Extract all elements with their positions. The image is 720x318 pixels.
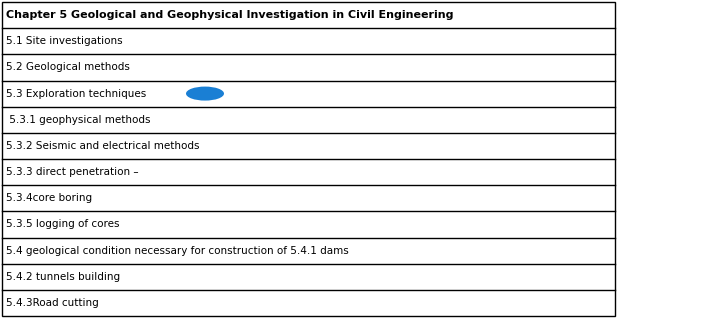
Ellipse shape [186, 86, 224, 100]
Text: 5.1 Site investigations: 5.1 Site investigations [6, 36, 122, 46]
Text: 5.4 geological condition necessary for construction of 5.4.1 dams: 5.4 geological condition necessary for c… [6, 245, 348, 256]
Text: 5.3.5 logging of cores: 5.3.5 logging of cores [6, 219, 120, 229]
Text: 5.4.2 tunnels building: 5.4.2 tunnels building [6, 272, 120, 282]
Text: 5.2 Geological methods: 5.2 Geological methods [6, 62, 130, 73]
Text: 5.3.2 Seismic and electrical methods: 5.3.2 Seismic and electrical methods [6, 141, 199, 151]
Text: 5.3.4core boring: 5.3.4core boring [6, 193, 92, 203]
Text: 5.3.1 geophysical methods: 5.3.1 geophysical methods [6, 115, 150, 125]
Text: 5.3.3 direct penetration –: 5.3.3 direct penetration – [6, 167, 139, 177]
Text: 5.3 Exploration techniques: 5.3 Exploration techniques [6, 89, 146, 99]
Text: Chapter 5 Geological and Geophysical Investigation in Civil Engineering: Chapter 5 Geological and Geophysical Inv… [6, 10, 454, 20]
Bar [2, 2, 615, 316]
Text: 5.4.3Road cutting: 5.4.3Road cutting [6, 298, 99, 308]
